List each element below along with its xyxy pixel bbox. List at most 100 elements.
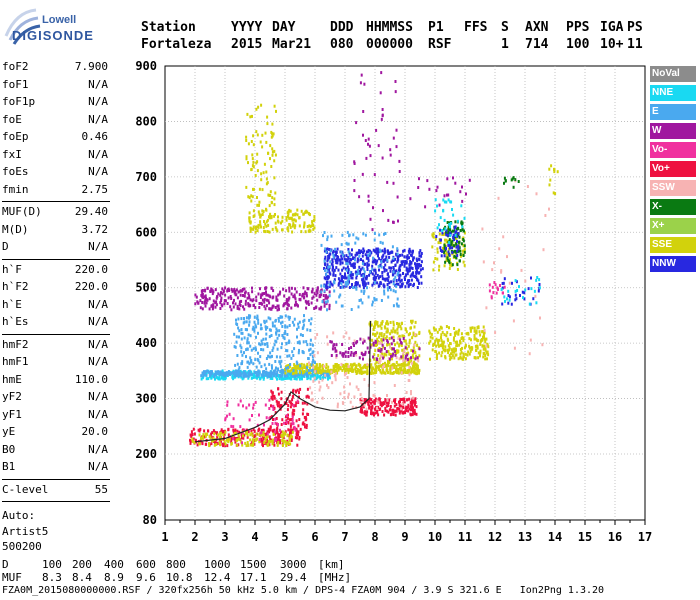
echo-point xyxy=(317,371,320,375)
echo-point xyxy=(328,307,331,311)
echo-point xyxy=(544,214,547,217)
echo-point xyxy=(236,362,239,366)
echo-point xyxy=(324,268,326,272)
echo-point xyxy=(302,374,305,378)
echo-point xyxy=(396,322,398,325)
echo-point xyxy=(250,167,253,171)
echo-point xyxy=(353,162,356,165)
echo-point xyxy=(375,128,378,132)
echo-point xyxy=(336,261,339,265)
echo-point xyxy=(513,346,516,350)
parameter-row: MUF(D) 29.40 xyxy=(2,205,108,221)
echo-point xyxy=(318,375,321,379)
echo-point xyxy=(412,356,415,360)
echo-point xyxy=(447,243,450,247)
echo-point xyxy=(418,271,421,275)
echo-point xyxy=(379,263,382,267)
echo-point xyxy=(333,289,336,293)
echo-point xyxy=(458,235,461,239)
echo-point xyxy=(275,327,278,331)
echo-point xyxy=(204,299,207,303)
echo-point xyxy=(257,318,260,322)
echo-point xyxy=(303,314,305,318)
echo-point xyxy=(235,374,238,378)
echo-point xyxy=(412,406,415,410)
echo-point xyxy=(323,249,326,253)
header-value: 000000 xyxy=(366,37,413,52)
echo-point xyxy=(462,336,465,340)
echo-point xyxy=(364,284,367,288)
echo-point xyxy=(463,250,466,254)
echo-point xyxy=(260,225,262,229)
echo-point xyxy=(240,375,243,379)
echo-point xyxy=(267,151,269,155)
echo-point xyxy=(439,241,442,244)
echo-point xyxy=(444,231,447,235)
echo-point xyxy=(446,177,449,181)
echo-point xyxy=(296,208,299,212)
echo-point xyxy=(445,325,448,328)
echo-point xyxy=(503,176,506,180)
echo-point xyxy=(302,323,305,327)
echo-point xyxy=(272,371,275,375)
echo-point xyxy=(382,370,385,374)
echo-point xyxy=(250,443,253,447)
echo-point xyxy=(521,290,524,294)
echo-point xyxy=(401,348,404,352)
echo-point xyxy=(479,351,482,355)
echo-point xyxy=(275,355,278,359)
echo-point xyxy=(354,253,357,257)
echo-point xyxy=(213,443,216,447)
echo-point xyxy=(380,352,383,356)
echo-point xyxy=(240,372,243,376)
echo-point xyxy=(366,369,369,373)
echo-point xyxy=(416,356,419,360)
echo-point xyxy=(373,278,376,282)
echo-point xyxy=(433,328,436,332)
echo-point xyxy=(280,430,283,434)
echo-point xyxy=(382,401,385,405)
echo-point xyxy=(359,268,362,272)
echo-point xyxy=(290,439,293,442)
echo-point xyxy=(258,413,260,417)
echo-point xyxy=(304,290,307,294)
echo-point xyxy=(255,295,258,299)
echo-point xyxy=(361,370,364,374)
echo-point xyxy=(532,297,535,301)
echo-point xyxy=(347,395,350,399)
echo-point xyxy=(222,431,225,435)
echo-point xyxy=(328,254,331,258)
echo-point xyxy=(405,330,408,334)
echo-point xyxy=(256,376,259,380)
echo-point xyxy=(378,367,380,371)
echo-point xyxy=(323,284,326,288)
parameter-row: yF1 N/A xyxy=(2,408,108,424)
echo-point xyxy=(277,293,280,297)
echo-point xyxy=(418,177,420,181)
echo-point xyxy=(463,216,466,220)
echo-point xyxy=(286,376,289,380)
echo-point xyxy=(332,253,335,257)
echo-point xyxy=(230,371,233,375)
echo-point xyxy=(483,344,486,348)
echo-point xyxy=(371,267,374,271)
echo-point xyxy=(380,334,383,338)
echo-point xyxy=(227,440,230,444)
echo-point xyxy=(201,291,204,295)
echo-point xyxy=(285,420,288,424)
echo-point xyxy=(221,442,224,446)
echo-point xyxy=(305,417,308,421)
echo-point xyxy=(368,273,371,277)
echo-point xyxy=(319,307,322,311)
echo-point xyxy=(268,435,271,439)
echo-point xyxy=(345,367,347,371)
echo-point xyxy=(351,405,354,409)
echo-point xyxy=(243,294,246,298)
parameter-value: N/A xyxy=(88,147,108,161)
echo-point xyxy=(256,133,259,137)
echo-point xyxy=(214,288,217,292)
echo-point xyxy=(293,426,296,430)
echo-point xyxy=(255,371,258,374)
echo-point xyxy=(395,253,398,257)
echo-point xyxy=(318,307,321,311)
